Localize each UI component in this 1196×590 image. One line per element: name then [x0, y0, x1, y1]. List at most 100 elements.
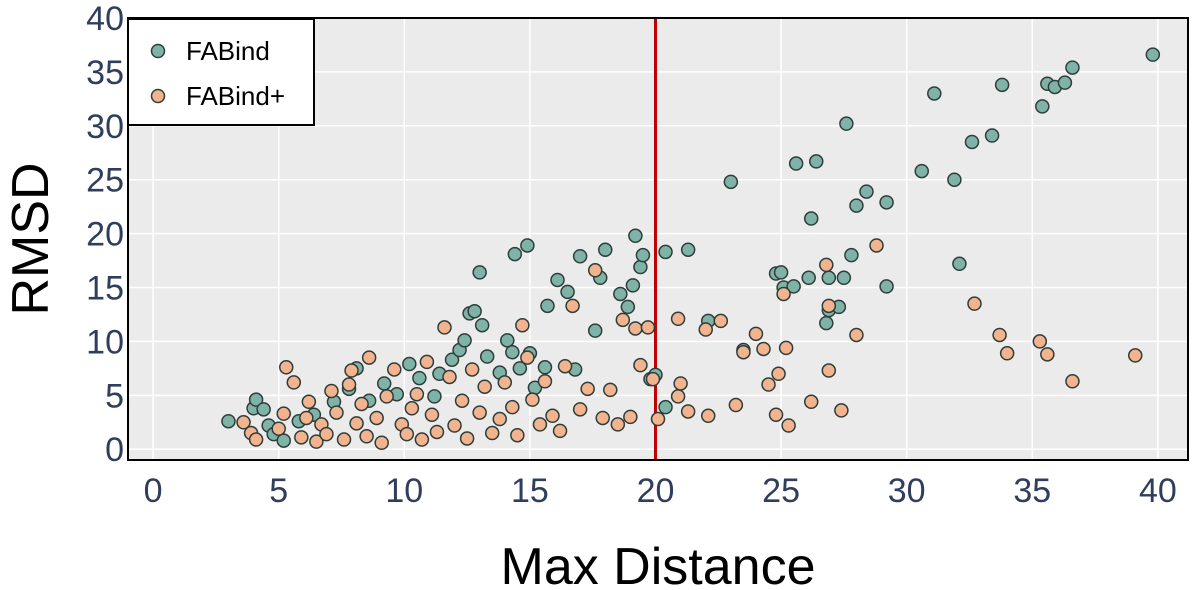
data-point	[477, 379, 492, 394]
data-point	[947, 172, 962, 187]
data-point	[595, 410, 610, 426]
data-point	[301, 394, 317, 410]
data-point	[512, 361, 528, 376]
data-point	[984, 128, 1000, 143]
legend-box	[127, 18, 315, 126]
data-point	[952, 256, 967, 272]
data-point	[849, 198, 864, 213]
data-point	[467, 303, 482, 319]
data-point	[778, 340, 794, 356]
data-point	[633, 259, 648, 275]
data-point	[992, 327, 1007, 343]
data-point	[598, 242, 613, 258]
data-point	[680, 404, 696, 419]
data-point	[276, 406, 291, 421]
data-point	[849, 327, 864, 343]
data-point	[532, 417, 548, 432]
data-point	[603, 382, 618, 398]
data-point	[803, 394, 819, 410]
data-point	[610, 417, 626, 432]
data-point	[278, 360, 294, 375]
data-point	[628, 321, 643, 336]
data-point	[402, 356, 417, 372]
y-tick-label: 40	[86, 0, 124, 38]
y-tick-label: 15	[86, 270, 124, 308]
data-point	[839, 116, 854, 131]
data-point	[801, 270, 816, 286]
data-point	[369, 410, 384, 426]
data-point	[248, 432, 264, 447]
data-point	[379, 389, 394, 404]
data-point	[615, 312, 631, 328]
data-point	[349, 416, 364, 431]
x-tick-label: 20	[637, 472, 675, 510]
data-point	[859, 184, 874, 199]
data-point	[914, 163, 929, 179]
data-point	[927, 86, 942, 101]
series-fabind-plus	[236, 238, 1143, 451]
x-tick-label: 30	[888, 472, 926, 510]
data-point	[429, 424, 445, 440]
data-point	[808, 154, 824, 169]
plot-frame	[127, 17, 1189, 461]
data-point	[658, 244, 673, 260]
data-point	[525, 392, 540, 407]
legend-marker-fabind	[150, 43, 166, 59]
data-point	[464, 362, 480, 377]
data-point	[540, 298, 555, 314]
data-point	[964, 134, 980, 150]
series-layer	[221, 47, 1161, 451]
data-point	[409, 386, 425, 402]
data-point	[294, 430, 309, 445]
data-point	[500, 333, 515, 348]
data-point	[650, 411, 666, 427]
data-point	[761, 377, 776, 392]
data-point	[399, 426, 415, 442]
data-point	[309, 434, 324, 449]
x-tick-labels: 0 5 10 15 20 25 30 35 40	[144, 472, 1177, 510]
data-point	[344, 363, 359, 378]
data-point	[999, 346, 1015, 361]
data-point	[336, 432, 352, 447]
x-tick-label: 35	[1013, 472, 1051, 510]
data-point	[497, 375, 513, 390]
data-point	[698, 322, 713, 337]
data-point	[505, 399, 520, 415]
data-point	[713, 313, 729, 329]
data-point	[640, 320, 656, 335]
data-point	[1035, 99, 1050, 114]
y-tick-label: 5	[105, 377, 124, 415]
data-point	[673, 376, 688, 391]
data-point	[623, 409, 638, 425]
x-tick-label: 40	[1139, 472, 1177, 510]
data-point	[286, 375, 302, 390]
data-point	[1040, 347, 1055, 362]
data-point	[587, 323, 603, 338]
y-axis-title: RMSD	[2, 162, 60, 315]
data-point	[236, 415, 251, 430]
data-point	[587, 263, 603, 278]
data-point	[507, 246, 523, 262]
data-point	[520, 238, 535, 253]
data-point	[329, 405, 344, 420]
data-point	[560, 284, 575, 300]
data-point	[557, 358, 573, 374]
data-point	[620, 299, 636, 315]
data-point	[645, 371, 661, 387]
data-point	[510, 427, 525, 443]
x-axis-title: Max Distance	[501, 538, 816, 590]
data-point	[472, 265, 487, 280]
data-point	[821, 298, 837, 314]
data-point	[319, 426, 334, 442]
legend: FABind FABind+	[127, 18, 315, 126]
data-point	[414, 432, 430, 447]
data-point	[387, 362, 402, 377]
data-point	[545, 408, 560, 424]
data-point	[836, 270, 852, 286]
data-point	[447, 418, 462, 433]
data-point	[359, 429, 374, 444]
data-point	[781, 418, 796, 433]
data-point	[723, 174, 739, 190]
data-point	[457, 333, 472, 348]
